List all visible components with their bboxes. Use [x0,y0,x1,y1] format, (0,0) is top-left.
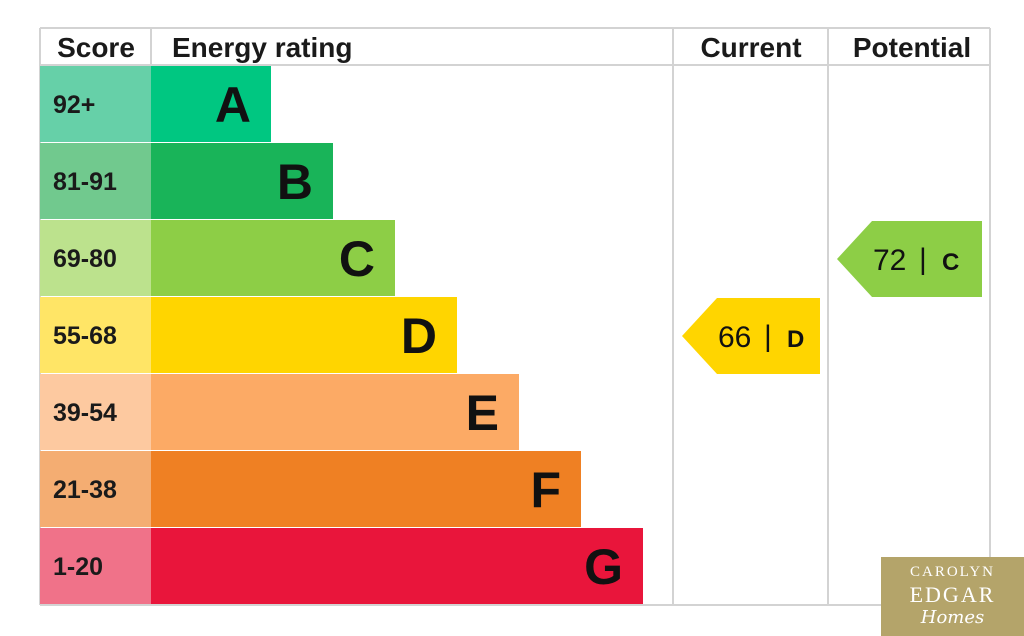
header-score: Score [57,32,135,63]
current-rating-value: 66 [718,321,751,354]
band-letter-b: B [277,154,313,210]
band-letter-c: C [339,231,375,287]
score-cell-d [40,297,151,373]
score-label-g: 1-20 [53,553,103,581]
current-rating-separator: | [764,320,772,353]
current-rating-arrow [682,298,820,374]
score-cell-e [40,374,151,450]
band-bar-e [151,374,519,450]
score-cell-b [40,143,151,219]
band-letter-d: D [401,308,437,364]
potential-rating-separator: | [919,243,927,276]
score-cell-a [40,66,151,142]
band-letter-a: A [215,77,251,133]
logo-line-3: Homes [920,607,985,628]
score-label-c: 69-80 [53,245,117,273]
score-cell-c [40,220,151,296]
band-bar-a [151,66,271,142]
logo-line-2: EDGAR [909,582,996,607]
potential-rating-letter: C [942,249,959,276]
score-label-e: 39-54 [53,399,117,427]
band-bar-b [151,143,333,219]
band-bar-d [151,297,457,373]
header-potential: Potential [853,32,971,63]
score-label-a: 92+ [53,91,95,119]
band-letter-f: F [530,462,561,518]
potential-rating-arrow [837,221,982,297]
current-rating-letter: D [787,326,804,353]
header-current: Current [700,32,801,63]
score-label-f: 21-38 [53,476,117,504]
logo-line-1: CAROLYN [909,564,995,580]
band-letter-e: E [466,385,499,441]
band-bar-g [151,528,643,604]
score-cell-f [40,451,151,527]
score-label-b: 81-91 [53,168,117,196]
arrows-layer: 66 | D 72 | C [682,221,982,374]
potential-rating-value: 72 [873,244,906,277]
header-energy-rating: Energy rating [172,32,352,63]
band-bar-f [151,451,581,527]
score-label-d: 55-68 [53,322,117,350]
bands-layer: 92+ A 81-91 B 69-80 C 55-68 D 39-54 E 21-38 F 1-20 G [40,66,643,604]
band-letter-g: G [584,539,623,595]
carolyn-edgar-homes-logo: CAROLYN EDGAR Homes [881,557,1024,636]
score-cell-g [40,528,151,604]
band-bar-c [151,220,395,296]
